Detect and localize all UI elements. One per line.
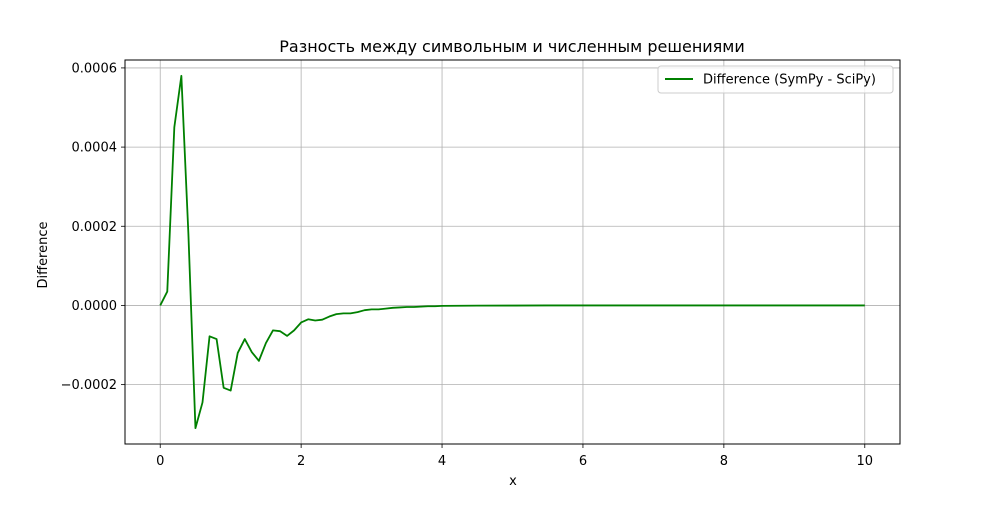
x-tick-label: 0: [156, 454, 164, 469]
plot-frame: [124, 59, 901, 445]
x-tick-label: 8: [720, 454, 728, 469]
legend-box: [657, 65, 894, 94]
x-axis-label: x: [509, 474, 517, 489]
y-tick-label: −0.0002: [61, 378, 117, 393]
y-axis-label: Difference: [36, 221, 51, 288]
series-layer: [159, 74, 865, 430]
chart-title: Разность между символьным и численным ре…: [279, 37, 745, 56]
y-axis-ticks: −0.0002 0.0000 0.0002 0.0004 0.0006: [61, 61, 125, 393]
x-tick-label: 10: [856, 454, 873, 469]
y-tick-label: 0.0006: [72, 61, 118, 76]
legend-label: Difference (SymPy - SciPy): [703, 73, 876, 88]
grid: [125, 60, 900, 444]
y-tick-label: 0.0004: [72, 141, 118, 156]
x-tick-label: 6: [579, 454, 587, 469]
x-axis-ticks: 0 2 4 6 8 10: [156, 444, 873, 469]
x-tick-label: 4: [438, 454, 446, 469]
y-tick-label: 0.0000: [72, 299, 118, 314]
legend: Difference (SymPy - SciPy): [657, 65, 894, 94]
x-tick-label: 2: [297, 454, 305, 469]
series-line-difference: [159, 74, 865, 430]
y-tick-label: 0.0002: [72, 220, 118, 235]
